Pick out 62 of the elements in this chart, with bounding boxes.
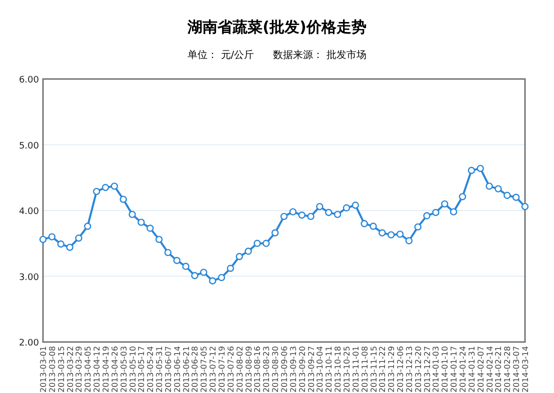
xtick: 2013-10-11 <box>324 346 334 392</box>
xtick: 2013-08-23 <box>262 346 272 392</box>
xtick: 2013-07-26 <box>226 346 236 392</box>
xtick: 2013-09-20 <box>298 346 307 392</box>
xtick: 2013-12-06 <box>396 346 406 392</box>
xtick: 2013-10-25 <box>342 346 352 392</box>
ytick: 4.00 <box>18 207 39 217</box>
xtick: 2013-08-09 <box>244 346 254 392</box>
xtick: 2014-01-24 <box>458 346 468 392</box>
xtick: 2014-02-28 <box>503 346 512 392</box>
xtick: 2013-12-20 <box>414 346 423 392</box>
xtick: 2013-04-26 <box>110 346 120 392</box>
xtick: 2013-03-29 <box>74 346 84 392</box>
xtick: 2013-08-16 <box>253 346 262 392</box>
xtick: 2013-03-22 <box>66 346 75 392</box>
xtick: 2013-03-01 <box>39 346 48 392</box>
xtick: 2014-01-10 <box>440 346 450 392</box>
xtick: 2013-09-06 <box>280 346 289 392</box>
subtitle: 单位： 元/公斤 数据来源： 批发市场 <box>188 50 366 61</box>
xtick: 2013-03-15 <box>56 346 66 392</box>
xtick: 2013-12-27 <box>422 346 432 392</box>
xtick: 2013-06-14 <box>172 346 182 392</box>
xtick: 2013-12-13 <box>404 346 414 392</box>
xtick: 2013-06-28 <box>190 346 200 392</box>
xtick: 2013-03-08 <box>48 346 57 392</box>
xtick: 2013-05-31 <box>155 346 164 392</box>
xtick: 2013-05-24 <box>146 346 156 392</box>
xtick: 2014-03-07 <box>512 346 522 392</box>
xtick: 2013-09-27 <box>306 346 316 392</box>
xtick: 2014-03-14 <box>521 346 530 392</box>
xtick: 2014-01-31 <box>467 346 476 392</box>
ytick: 3.00 <box>18 272 39 283</box>
ytick: 5.00 <box>18 141 39 152</box>
xtick: 2014-02-21 <box>494 346 504 392</box>
xtick: 2013-09-13 <box>288 346 298 392</box>
xtick: 2013-07-12 <box>208 346 218 392</box>
xtick: 2013-05-17 <box>137 346 146 392</box>
xtick: 2013-05-03 <box>119 346 128 392</box>
xtick: 2013-04-05 <box>84 346 93 392</box>
xtick: 2013-06-21 <box>182 346 191 392</box>
xtick: 2013-06-07 <box>164 346 173 392</box>
xtick: 2013-04-19 <box>101 346 110 392</box>
xtick: 2014-02-14 <box>485 346 494 392</box>
xtick: 2013-07-19 <box>218 346 227 392</box>
xtick: 2013-11-15 <box>369 346 378 392</box>
ytick: 6.00 <box>18 76 39 86</box>
ytick: 2.00 <box>18 338 39 348</box>
xtick: 2013-04-12 <box>92 346 102 392</box>
xtick: 2013-10-18 <box>334 346 343 392</box>
xtick: 2013-08-02 <box>235 346 244 392</box>
xtick: 2014-01-17 <box>450 346 459 392</box>
xtick: 2013-11-29 <box>387 346 396 392</box>
xtick: 2013-11-01 <box>351 346 360 392</box>
xtick: 2013-05-10 <box>128 346 138 392</box>
xtick: 2014-02-07 <box>476 346 486 392</box>
xtick: 2013-11-22 <box>378 346 388 392</box>
title: 湖南省蔬菜(批发)价格走势 <box>188 18 366 36</box>
xtick: 2013-08-30 <box>271 346 280 392</box>
xtick: 2014-01-03 <box>432 346 441 392</box>
xtick: 2013-10-04 <box>316 346 325 392</box>
xtick: 2013-07-05 <box>200 346 209 392</box>
xtick: 2013-11-08 <box>360 346 370 392</box>
